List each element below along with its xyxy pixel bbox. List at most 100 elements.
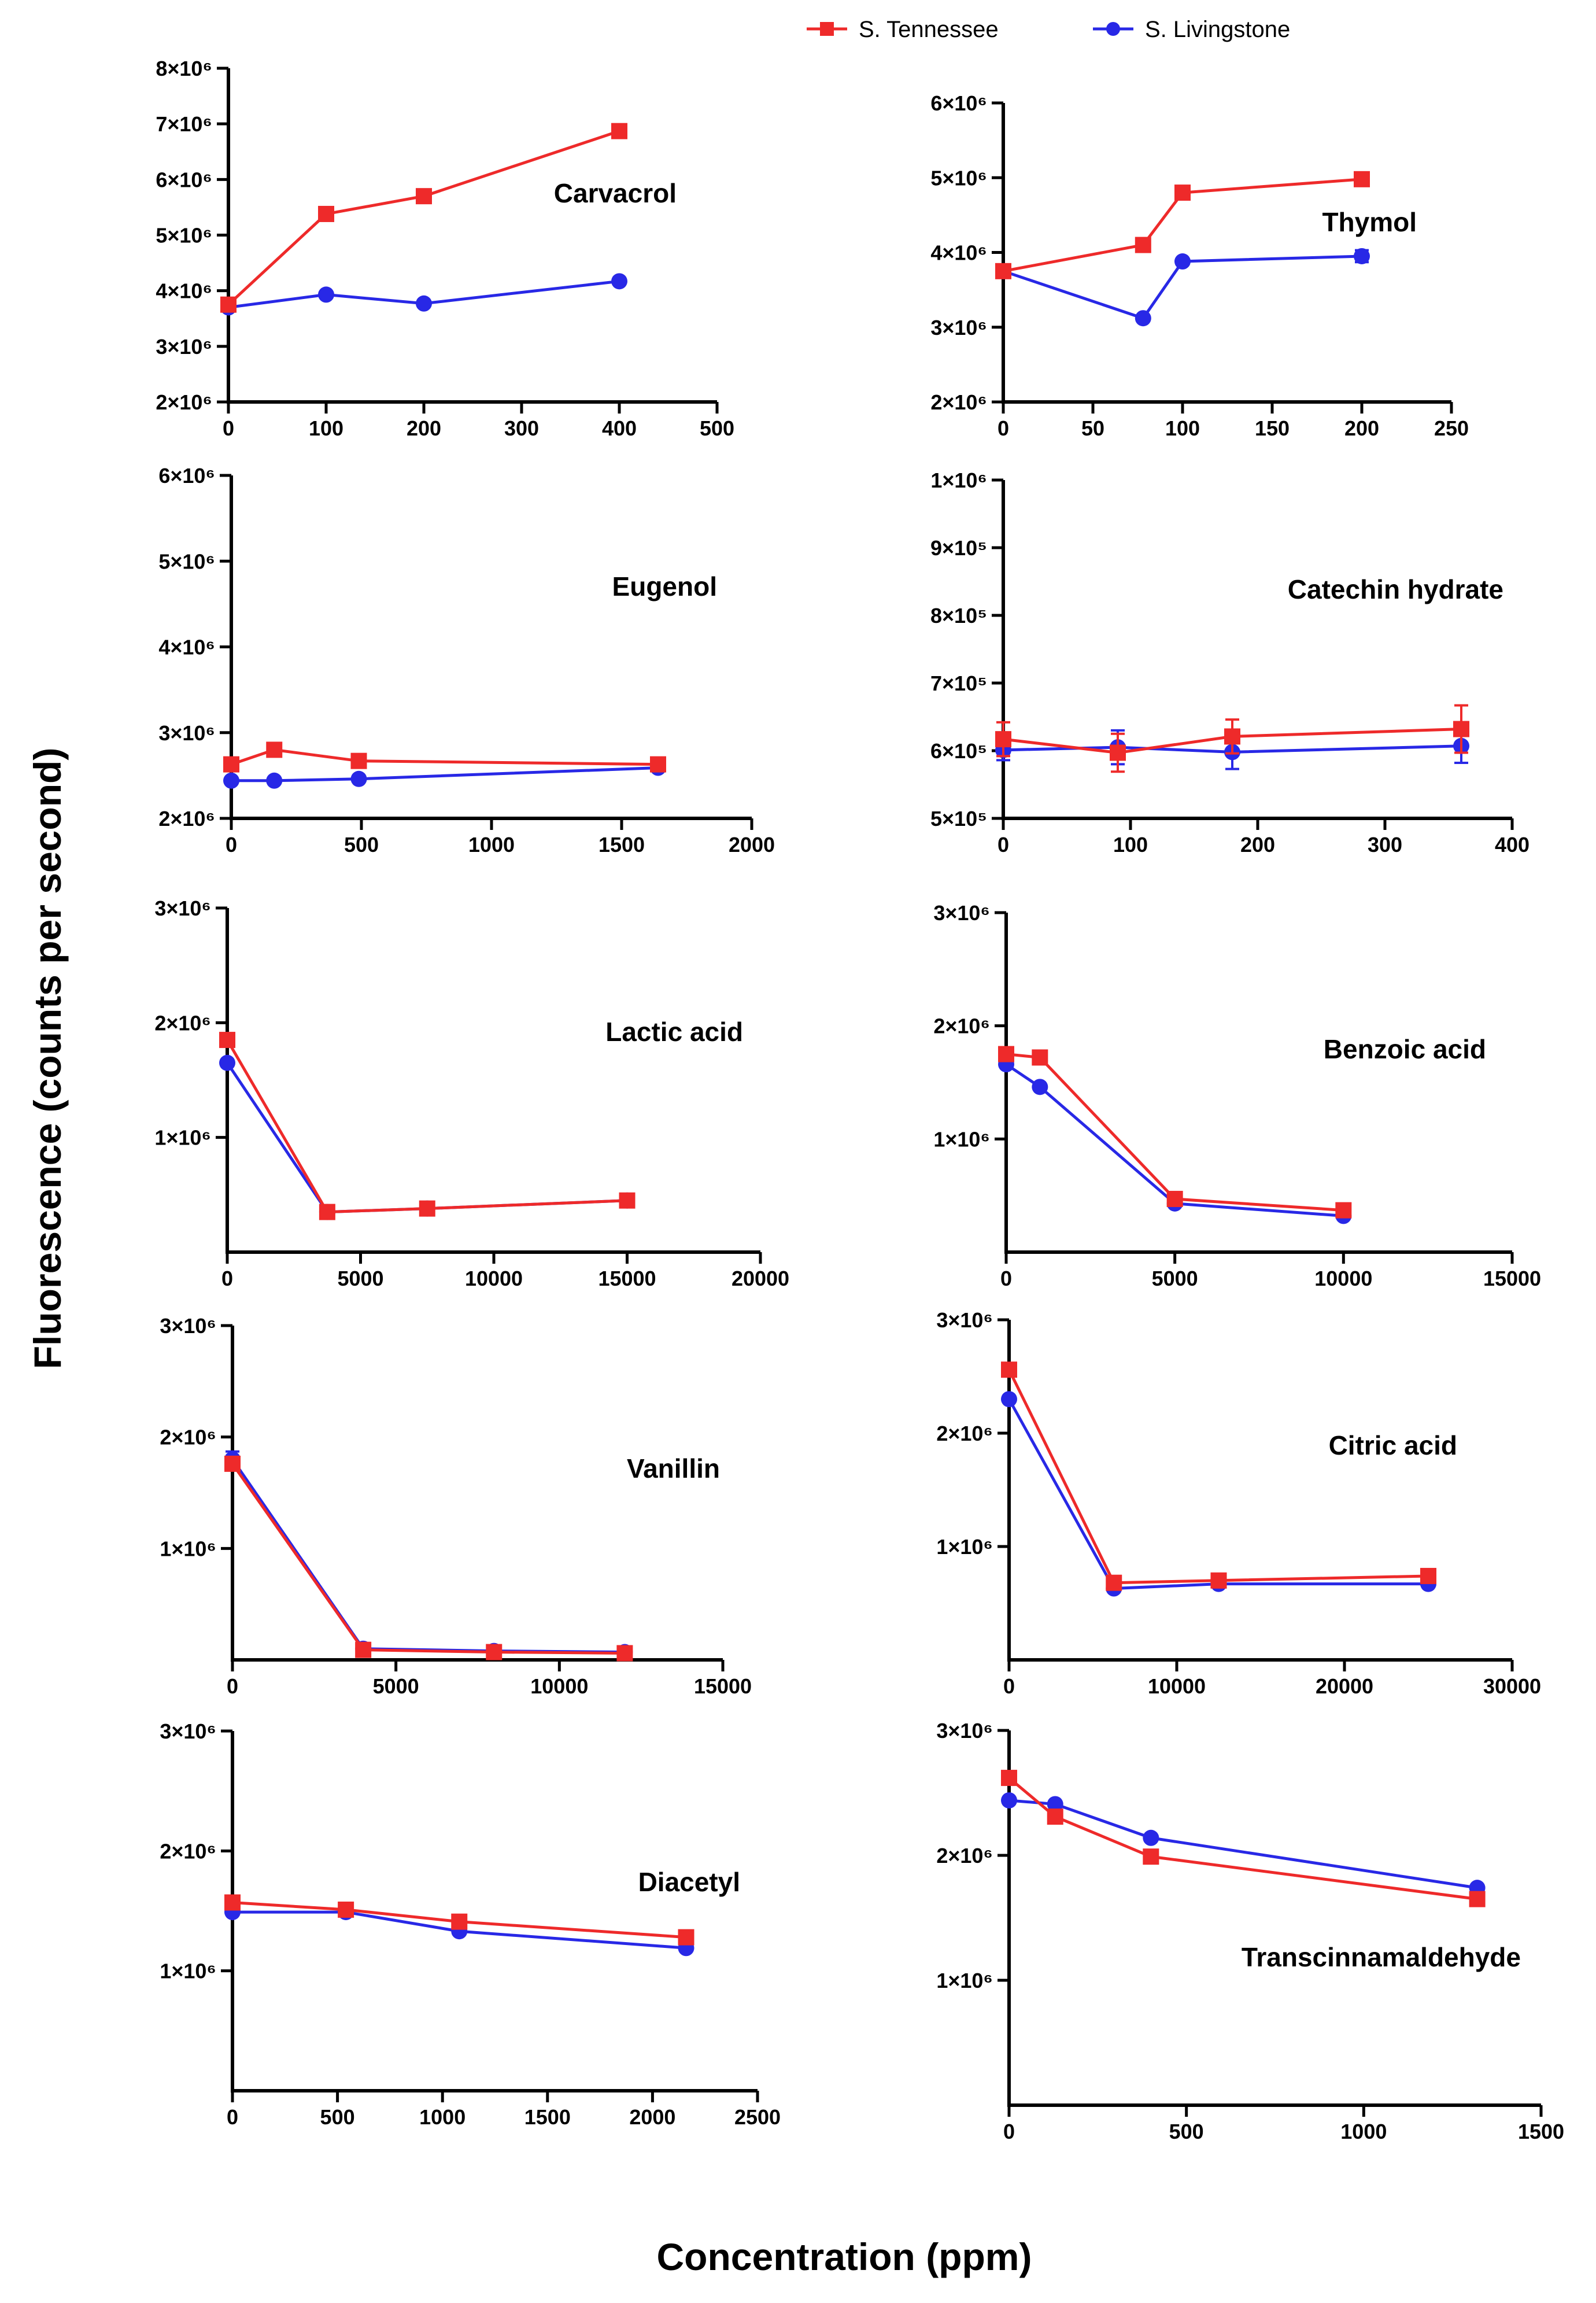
axes-thymol: [1002, 103, 1451, 404]
data-point: [220, 296, 237, 313]
data-point: [355, 1641, 372, 1658]
series-tennessee-citric-acid: [1001, 1361, 1436, 1591]
data-point: [1420, 1567, 1436, 1584]
axes-vanillin: [231, 1326, 723, 1662]
y-tick-label: 6×10⁵: [930, 739, 987, 763]
x-tick-label: 15000: [694, 1674, 752, 1698]
y-tick-label: 1×10⁶: [936, 1969, 993, 1992]
x-tick-label: 5000: [1152, 1267, 1198, 1290]
y-tick-label: 2×10⁶: [936, 1422, 993, 1445]
series-tennessee-thymol: [995, 171, 1370, 279]
x-tick-label: 1000: [1340, 2120, 1387, 2143]
panel-carvacrol: 0 100 200 300 400 500 2×10⁶ 3×10⁶ 4×10⁶ 5×10⁶ 6×10…: [156, 57, 734, 440]
series-line: [1006, 1053, 1344, 1212]
data-point: [219, 1032, 235, 1049]
panel-diacetyl: 0 500 1000 1500 2000 2500 1×10⁶ 2×10⁶ 3×10⁶ Diace…: [160, 1719, 781, 2129]
series-line: [232, 1910, 686, 1950]
series-tennessee-catechin-hydrate: [995, 704, 1469, 773]
x-tick-label: 500: [320, 2105, 355, 2129]
x-tick-label: 100: [1165, 416, 1200, 440]
y-tick-label: 3×10⁶: [156, 335, 212, 359]
panel-citric-acid: 0 10000 20000 30000 1×10⁶ 2×10⁶ 3×10⁶ Citric ac…: [936, 1308, 1541, 1698]
y-tick-label: 3×10⁶: [160, 1314, 216, 1338]
y-tick-label: 3×10⁶: [936, 1719, 993, 1743]
x-tick-label: 15000: [1483, 1267, 1541, 1290]
x-tick-label: 5000: [337, 1267, 383, 1290]
data-point: [1001, 1391, 1017, 1408]
data-point: [219, 1054, 235, 1071]
data-point: [1469, 1891, 1486, 1907]
x-tick-label: 500: [1169, 2120, 1204, 2143]
data-point: [266, 741, 283, 758]
data-point: [995, 263, 1011, 279]
series-tennessee-carvacrol: [220, 123, 627, 313]
x-tick-label: 0: [998, 833, 1009, 857]
y-tick-label: 5×10⁵: [930, 807, 987, 831]
data-point: [1143, 1829, 1159, 1846]
legend-label: S. Livingstone: [1145, 17, 1290, 42]
series-line: [232, 1900, 686, 1939]
x-tick-label: 2000: [629, 2105, 675, 2129]
x-tick-label: 100: [1113, 833, 1148, 857]
x-tick-label: 150: [1255, 416, 1290, 440]
axes-transcinnamaldehyde: [1007, 1730, 1541, 2107]
data-point: [650, 756, 666, 773]
data-point: [1001, 1770, 1017, 1787]
data-point: [486, 1644, 503, 1660]
series-tennessee-benzoic-acid: [998, 1046, 1352, 1219]
y-tick-label: 2×10⁶: [936, 1844, 993, 1868]
y-tick-label: 2×10⁶: [154, 1011, 211, 1035]
panel-title-diacetyl: Diacetyl: [638, 1867, 740, 1897]
series-line: [226, 1062, 627, 1214]
y-tick-label: 2×10⁶: [930, 390, 987, 414]
x-tick-label: 200: [407, 416, 441, 440]
y-tick-label: 2×10⁶: [160, 1426, 216, 1449]
x-tick-label: 200: [1344, 416, 1379, 440]
y-tick-label: 1×10⁶: [930, 468, 987, 492]
data-point: [224, 1894, 241, 1911]
data-point: [350, 752, 367, 769]
series-line: [1003, 728, 1462, 755]
series-line: [1007, 1398, 1428, 1590]
x-tick-label: 2500: [734, 2105, 781, 2129]
x-tick-label: 1500: [1518, 2120, 1564, 2143]
series-livingstone-thymol: [995, 248, 1370, 327]
data-point: [223, 756, 239, 773]
y-tick-label: 3×10⁶: [930, 316, 987, 339]
series-line: [226, 1039, 627, 1214]
data-point: [1001, 1361, 1017, 1378]
series-line: [231, 766, 659, 783]
x-tick-label: 300: [504, 416, 539, 440]
x-tick-label: 0: [223, 416, 234, 440]
x-tick-label: 10000: [530, 1674, 588, 1698]
y-tick-label: 7×10⁵: [930, 671, 987, 695]
y-tick-label: 6×10⁶: [156, 168, 212, 191]
legend-item-tennessee: S. Tennessee: [807, 17, 999, 42]
data-point: [611, 123, 627, 139]
y-tick-label: 1×10⁶: [154, 1126, 211, 1150]
series-line: [228, 279, 620, 309]
x-tick-label: 10000: [1148, 1674, 1206, 1698]
series-tennessee-eugenol: [223, 741, 666, 773]
x-tick-label: 1500: [598, 833, 645, 857]
x-tick-label: 500: [344, 833, 379, 857]
series-livingstone-eugenol: [223, 759, 666, 789]
y-tick-label: 4×10⁶: [930, 241, 987, 265]
x-tick-label: 2000: [729, 833, 775, 857]
x-tick-label: 0: [227, 2105, 238, 2129]
y-tick-label: 3×10⁶: [158, 721, 215, 745]
data-point: [266, 772, 283, 789]
series-line: [1005, 1063, 1344, 1217]
data-point: [616, 1645, 633, 1662]
x-tick-label: 100: [309, 416, 343, 440]
axes-citric-acid: [1007, 1320, 1512, 1662]
series-line: [1007, 1369, 1429, 1585]
data-point: [1106, 1574, 1122, 1591]
y-tick-label: 3×10⁶: [933, 901, 990, 925]
panel-title-transcinnamaldehyde: Transcinnamaldehyde: [1242, 1942, 1521, 1972]
series-line: [1008, 1799, 1477, 1889]
legend: S. Tennessee S. Livingstone: [807, 17, 1290, 42]
y-axis-label: Fluorescence (counts per second): [26, 748, 69, 1370]
x-tick-label: 300: [1368, 833, 1402, 857]
y-tick-label: 6×10⁶: [158, 464, 215, 488]
